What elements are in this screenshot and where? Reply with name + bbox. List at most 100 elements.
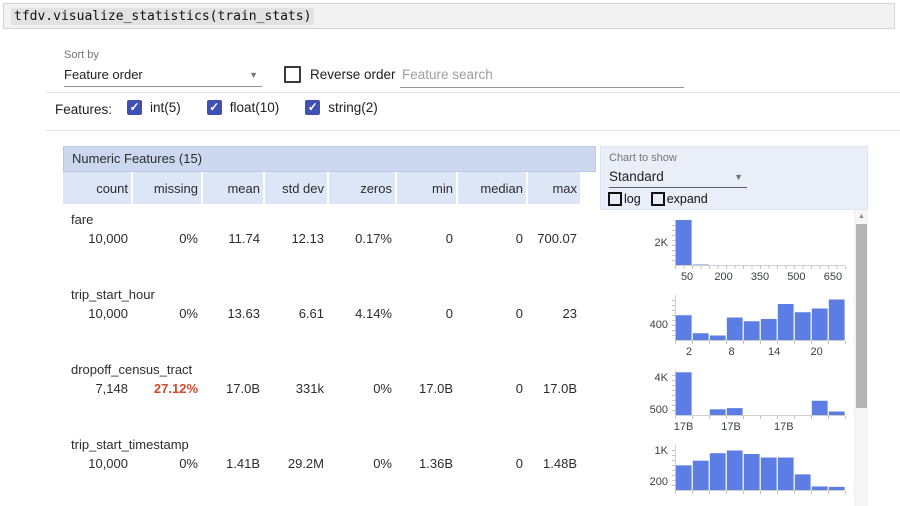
stat-value-missing: 0% bbox=[179, 456, 198, 471]
histogram-bar bbox=[811, 308, 828, 340]
histogram-bar bbox=[777, 304, 794, 340]
histogram-bar bbox=[760, 319, 777, 340]
chart-panel: Chart to show Standard ▼ log expand 2K 50… bbox=[600, 146, 868, 506]
column-header-missing: missing bbox=[131, 172, 201, 204]
stat-value-min: 0 bbox=[445, 231, 453, 246]
x-axis-tick-label: 650 bbox=[823, 271, 843, 283]
checkbox-unchecked-icon[interactable] bbox=[284, 66, 301, 83]
histogram-bar bbox=[709, 409, 726, 415]
checkbox-checked-icon[interactable]: ✓ bbox=[206, 100, 222, 115]
checkbox-unchecked-icon[interactable] bbox=[650, 192, 665, 206]
column-header-min: min bbox=[395, 172, 456, 204]
feature-row-trip_start_timestamp: trip_start_timestamp 10,000 0% 1.41B 29.2M 0%… bbox=[63, 429, 596, 504]
y-axis-tick-label: 400 bbox=[649, 319, 668, 331]
histogram-plot bbox=[672, 370, 846, 419]
stat-value-std-dev: 6.61 bbox=[298, 306, 324, 321]
x-axis-tick-label: 200 bbox=[714, 271, 733, 283]
histogram-bar bbox=[675, 372, 692, 415]
stat-value-max: 1.48B bbox=[543, 456, 577, 471]
stat-value-max: 700.07 bbox=[537, 231, 577, 246]
stat-value-max: 17.0B bbox=[543, 381, 577, 396]
histogram-bar bbox=[794, 474, 811, 490]
type-filter-float[interactable]: ✓ float(10) bbox=[206, 100, 280, 115]
type-filter-string[interactable]: ✓ string(2) bbox=[305, 100, 378, 115]
stat-value-count: 7,148 bbox=[95, 381, 128, 396]
checkbox-unchecked-icon[interactable] bbox=[608, 192, 622, 206]
stat-value-median: 0 bbox=[515, 306, 523, 321]
scrollbar-thumb[interactable] bbox=[856, 224, 867, 408]
x-axis-tick-label: 17B bbox=[673, 421, 694, 433]
sort-by-dropdown[interactable]: Feature order ▼ bbox=[64, 63, 262, 87]
histogram-bar bbox=[726, 408, 743, 415]
stat-value-count: 10,000 bbox=[88, 456, 128, 471]
stat-value-missing: 27.12% bbox=[153, 381, 198, 396]
x-axis-tick-label: 350 bbox=[750, 271, 770, 283]
histogram-bar bbox=[709, 335, 726, 340]
histogram-bar bbox=[828, 299, 845, 340]
features-label: Features: bbox=[55, 102, 113, 117]
histogram-chart-trip_start_timestamp: 1K 200 bbox=[600, 435, 868, 506]
divider bbox=[45, 130, 900, 131]
table-title: Numeric Features (15) bbox=[63, 146, 596, 172]
histogram-chart-dropoff_census_tract: 4K 500 17B 17B 17B bbox=[600, 360, 868, 435]
stat-value-min: 0 bbox=[445, 306, 453, 321]
stat-value-std-dev: 331k bbox=[295, 381, 324, 396]
chart-controls: Chart to show Standard ▼ log expand bbox=[600, 146, 868, 210]
x-axis-tick-label: 500 bbox=[787, 271, 806, 283]
scrollbar[interactable]: ▲ bbox=[854, 210, 868, 506]
type-filter-label: string(2) bbox=[328, 100, 378, 115]
histogram-stack: 2K 50 200 350 500 650 400 2 8 14 20 4K 500 17B 17B 17B 1… bbox=[600, 210, 868, 506]
feature-name: fare bbox=[71, 212, 94, 227]
type-filter-int[interactable]: ✓ int(5) bbox=[127, 100, 181, 115]
histogram-list: 2K 50 200 350 500 650 400 2 8 14 20 4K 500 17B 17B 17B 1… bbox=[600, 210, 868, 506]
expand-label: expand bbox=[666, 192, 708, 206]
histogram-bar bbox=[692, 460, 709, 490]
stat-value-median: 0 bbox=[515, 381, 523, 396]
stat-value-max: 23 bbox=[562, 306, 577, 321]
checkbox-checked-icon[interactable]: ✓ bbox=[305, 100, 321, 115]
scrollbar-up-icon[interactable]: ▲ bbox=[858, 213, 865, 220]
histogram-bar bbox=[811, 486, 828, 490]
expand-checkbox[interactable]: expand bbox=[650, 192, 708, 206]
reverse-order-checkbox[interactable]: Reverse order bbox=[284, 66, 396, 83]
histogram-bar bbox=[675, 465, 692, 490]
code-cell-text[interactable]: tfdv.visualize_statistics(train_stats) bbox=[11, 7, 315, 25]
histogram-bar bbox=[811, 400, 828, 415]
feature-name: dropoff_census_tract bbox=[71, 362, 193, 377]
table-body: fare 10,000 0% 11.74 12.13 0.17% 0 0 700.07 trip_… bbox=[63, 204, 596, 504]
stat-values-row: 10,000 0% 11.74 12.13 0.17% 0 0 700.07 bbox=[63, 231, 596, 246]
reverse-order-label: Reverse order bbox=[310, 67, 396, 82]
table-column-header-row: count missing mean std dev zeros min median max bbox=[63, 172, 596, 204]
x-axis-tick-label: 17B bbox=[774, 421, 794, 433]
chart-type-dropdown[interactable]: Standard ▼ bbox=[609, 166, 747, 188]
histogram-bar bbox=[709, 453, 726, 490]
type-filter-group: ✓ int(5) ✓ float(10) ✓ string(2) bbox=[127, 100, 378, 115]
x-axis-tick-label: 20 bbox=[810, 346, 823, 358]
chevron-down-icon: ▼ bbox=[249, 69, 258, 80]
stat-value-std-dev: 12.13 bbox=[291, 231, 324, 246]
histogram-bar bbox=[743, 321, 760, 340]
stat-value-count: 10,000 bbox=[88, 306, 128, 321]
stat-value-count: 10,000 bbox=[88, 231, 128, 246]
stat-value-zeros: 0% bbox=[373, 456, 392, 471]
stat-value-zeros: 4.14% bbox=[355, 306, 392, 321]
stat-value-mean: 13.63 bbox=[227, 306, 260, 321]
feature-row-fare: fare 10,000 0% 11.74 12.13 0.17% 0 0 700.07 bbox=[63, 204, 596, 279]
divider bbox=[45, 92, 900, 93]
stat-value-zeros: 0.17% bbox=[355, 231, 392, 246]
log-checkbox[interactable]: log bbox=[608, 192, 641, 206]
stat-values-row: 10,000 0% 13.63 6.61 4.14% 0 0 23 bbox=[63, 306, 596, 321]
y-axis-tick-label: 2K bbox=[654, 236, 668, 249]
type-filter-label: float(10) bbox=[229, 100, 280, 115]
column-header-std-dev: std dev bbox=[263, 172, 327, 204]
histogram-bar bbox=[726, 317, 743, 340]
sort-by-value: Feature order bbox=[64, 67, 143, 82]
checkbox-checked-icon[interactable]: ✓ bbox=[127, 100, 142, 115]
stat-value-mean: 1.41B bbox=[226, 456, 260, 471]
feature-search-input[interactable] bbox=[400, 61, 684, 88]
y-axis-tick-label: 200 bbox=[649, 476, 668, 489]
histogram-bar bbox=[777, 457, 794, 490]
histogram-bar bbox=[726, 450, 743, 490]
x-axis-tick-label: 8 bbox=[728, 346, 735, 358]
code-cell[interactable]: tfdv.visualize_statistics(train_stats) bbox=[3, 3, 895, 29]
